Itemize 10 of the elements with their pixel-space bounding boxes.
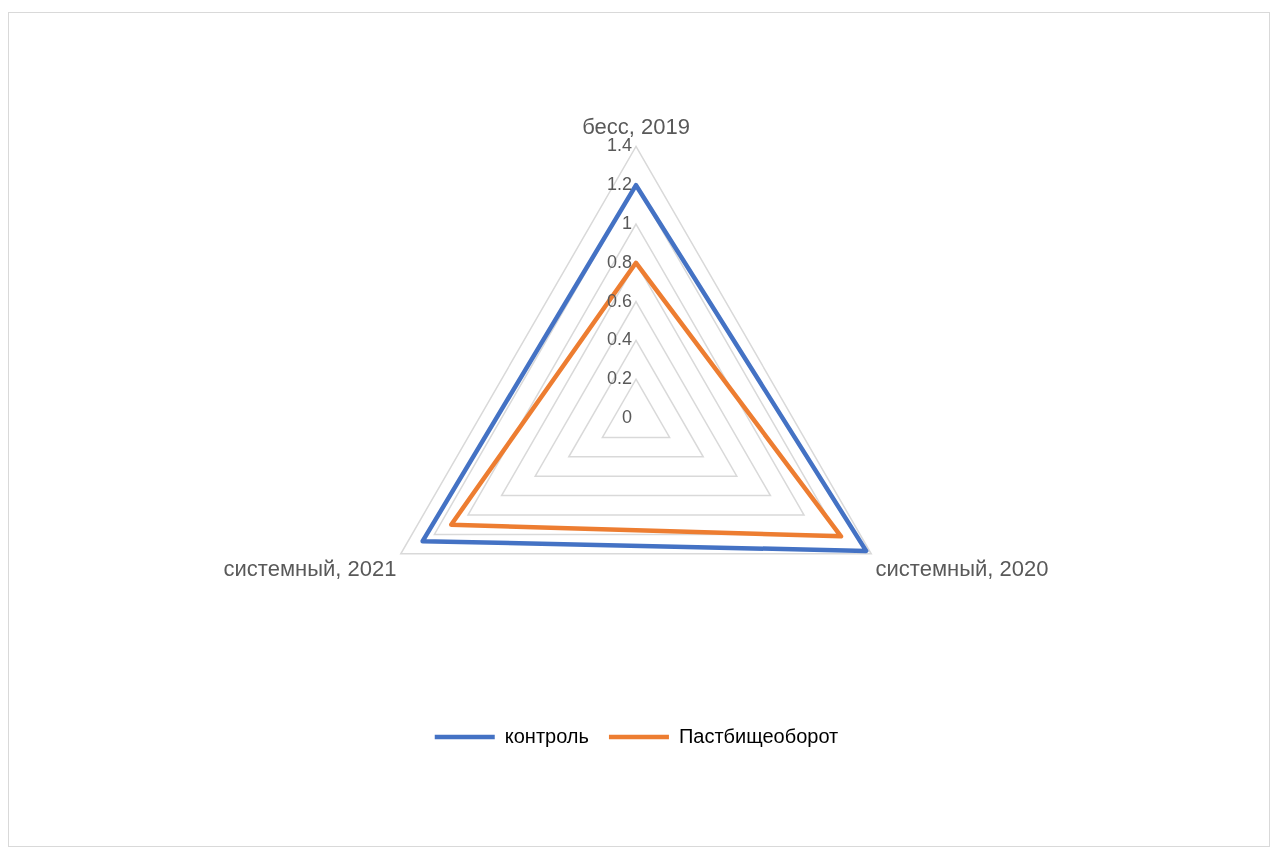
y-tick-label: 1.2 — [606, 174, 632, 195]
y-tick-label: 0.2 — [606, 368, 632, 389]
y-tick-label: 0 — [621, 406, 632, 427]
y-tick-label: 1 — [621, 212, 632, 233]
y-tick-label: 0.4 — [606, 329, 632, 350]
spoke-label: системный, 2020 — [875, 555, 1049, 581]
legend-label: контроль — [504, 724, 589, 747]
legend-label: Пастбищеоборот — [678, 724, 839, 747]
y-tick-label: 0.8 — [606, 251, 632, 272]
spoke-label: системный, 2021 — [223, 555, 397, 581]
